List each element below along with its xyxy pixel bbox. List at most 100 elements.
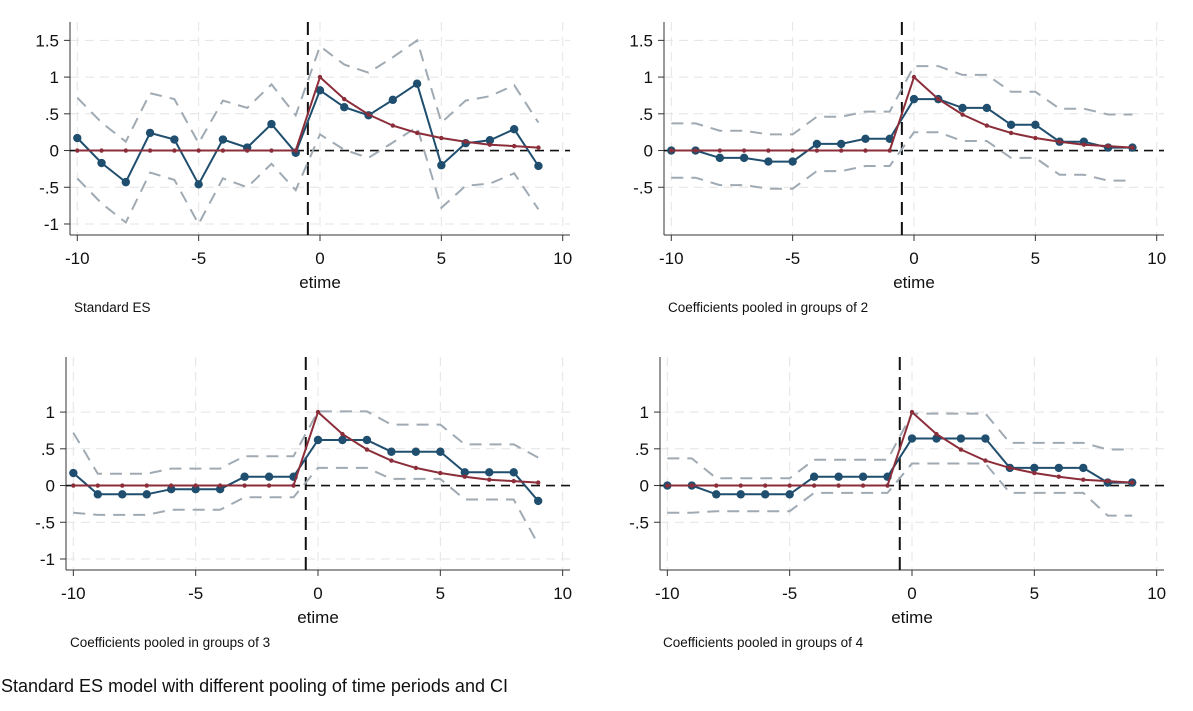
estimate-point	[267, 119, 276, 129]
ci-upper-line	[76, 38, 540, 146]
estimate-point	[509, 468, 518, 477]
estimate-point	[93, 490, 103, 499]
estimate-point	[264, 472, 274, 481]
estimate-point	[861, 134, 870, 143]
y-tick-label: 1	[46, 403, 55, 422]
true-effect-point	[836, 483, 841, 488]
true-effect-point	[193, 483, 198, 488]
true-effect-point	[413, 465, 419, 471]
true-effect-point	[462, 474, 467, 479]
true-effect-point	[511, 478, 516, 484]
true-effect-line	[671, 75, 1133, 152]
panel-caption: Coefficients pooled in groups of 4	[663, 635, 864, 650]
true-effect-point	[693, 148, 698, 153]
true-effect-point	[75, 148, 80, 153]
true-effect-point	[414, 130, 420, 136]
y-tick-label: 1.5	[35, 31, 59, 50]
estimate-point	[739, 153, 749, 163]
true-effect-point	[364, 447, 370, 452]
y-tick-label: .5	[41, 440, 55, 459]
estimate-point	[534, 161, 543, 171]
ci-upper-line	[671, 65, 1133, 136]
estimate-point	[788, 157, 797, 166]
y-tick-label: 0	[50, 142, 59, 161]
y-tick-label: .5	[639, 105, 653, 124]
panel-caption: Standard ES	[74, 300, 151, 315]
x-tick-label: -10	[61, 584, 86, 603]
x-tick-label: 10	[553, 249, 572, 268]
ci-lower-line	[667, 462, 1133, 517]
true-effect-point	[71, 483, 76, 488]
estimate-point	[194, 180, 203, 189]
estimate-point	[956, 434, 966, 443]
x-axis-title: etime	[299, 273, 341, 292]
true-effect-point	[887, 148, 892, 153]
x-tick-label: 5	[1030, 584, 1039, 603]
estimate-point	[69, 468, 78, 478]
x-tick-label: 0	[907, 584, 916, 603]
true-effect-point	[717, 148, 723, 153]
estimate-point	[411, 447, 421, 456]
y-tick-label: 0	[46, 477, 55, 496]
estimate-point	[362, 435, 372, 445]
true-effect-point	[960, 112, 965, 117]
chart-panel-4: -.5 0 .5 1 -10 -5 0 5 10 etime Coefficients pooled…	[629, 357, 1166, 650]
ci-lower-line	[671, 131, 1133, 190]
estimate-point	[533, 496, 543, 506]
estimate-point	[1079, 463, 1088, 473]
estimate-point	[1006, 120, 1016, 130]
true-effect-point	[1032, 470, 1037, 476]
estimate-point	[315, 86, 325, 95]
estimate-point	[981, 434, 990, 443]
true-effect-point	[1057, 139, 1062, 144]
true-effect-point	[1056, 474, 1061, 479]
y-tick-label: -1	[40, 550, 55, 569]
x-tick-label: -5	[191, 249, 206, 268]
y-tick-label: 1	[50, 68, 59, 87]
estimate-point	[170, 135, 179, 144]
estimate-point	[834, 472, 843, 481]
true-effect-point	[714, 483, 719, 488]
estimate-point	[313, 435, 323, 445]
estimate-point	[215, 485, 225, 494]
true-effect-point	[814, 148, 820, 153]
true-effect-point	[269, 148, 274, 153]
estimate-point	[388, 95, 398, 105]
true-effect-point	[909, 409, 915, 415]
estimate-point	[761, 490, 770, 499]
estimate-point	[736, 490, 745, 499]
estimate-point	[145, 128, 155, 138]
y-tick-label: 1	[644, 68, 653, 87]
estimate-point	[387, 447, 396, 456]
true-effect-point	[934, 431, 939, 437]
true-effect-point	[172, 148, 177, 153]
true-effect-point	[1105, 478, 1110, 484]
estimate-point	[885, 134, 894, 143]
true-effect-point	[511, 143, 517, 149]
true-effect-point	[317, 74, 323, 80]
x-tick-label: 0	[315, 249, 324, 268]
true-effect-point	[811, 483, 817, 488]
true-effect-point	[266, 483, 272, 488]
true-effect-point	[439, 135, 444, 141]
true-effect-point	[536, 145, 541, 150]
y-tick-label: 0	[644, 142, 653, 161]
estimate-point	[812, 139, 822, 149]
estimate-point	[1030, 463, 1039, 473]
estimate-point	[958, 103, 967, 113]
chart-panel-2: -.5 0 .5 1 1.5 -10 -5 0 5 10 etime Coefficients poo…	[629, 22, 1166, 315]
estimate-point	[412, 79, 422, 88]
estimate-point	[338, 435, 347, 445]
estimate-point	[118, 490, 127, 499]
y-tick-label: -.5	[633, 178, 653, 197]
x-tick-label: -5	[188, 584, 203, 603]
estimate-point	[167, 485, 176, 494]
true-effect-point	[120, 483, 125, 488]
true-effect-point	[1129, 480, 1135, 485]
estimate-point	[73, 133, 82, 143]
true-effect-point	[984, 123, 990, 128]
estimate-point	[809, 472, 819, 481]
true-effect-point	[738, 483, 743, 488]
y-tick-label: -.5	[629, 513, 649, 532]
estimate-point	[437, 161, 446, 170]
